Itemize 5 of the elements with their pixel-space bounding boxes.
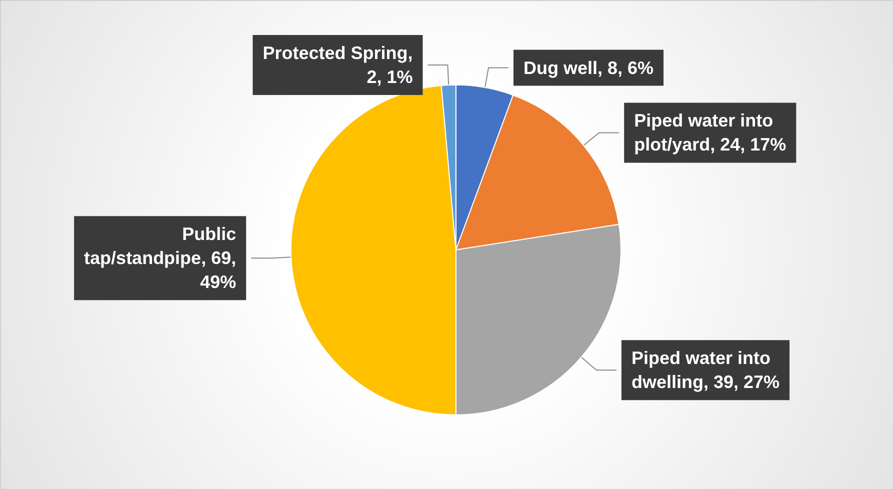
slice-label: Public tap/standpipe, 69, 49% xyxy=(84,224,236,292)
slice-label: Protected Spring, 2, 1% xyxy=(262,43,413,88)
slice-label: Piped water into dwelling, 39, 27% xyxy=(631,348,780,392)
slice-label: Piped water into plot/yard, 24, 17% xyxy=(634,110,786,155)
slice-label: Dug well, 8, 6% xyxy=(523,58,654,78)
